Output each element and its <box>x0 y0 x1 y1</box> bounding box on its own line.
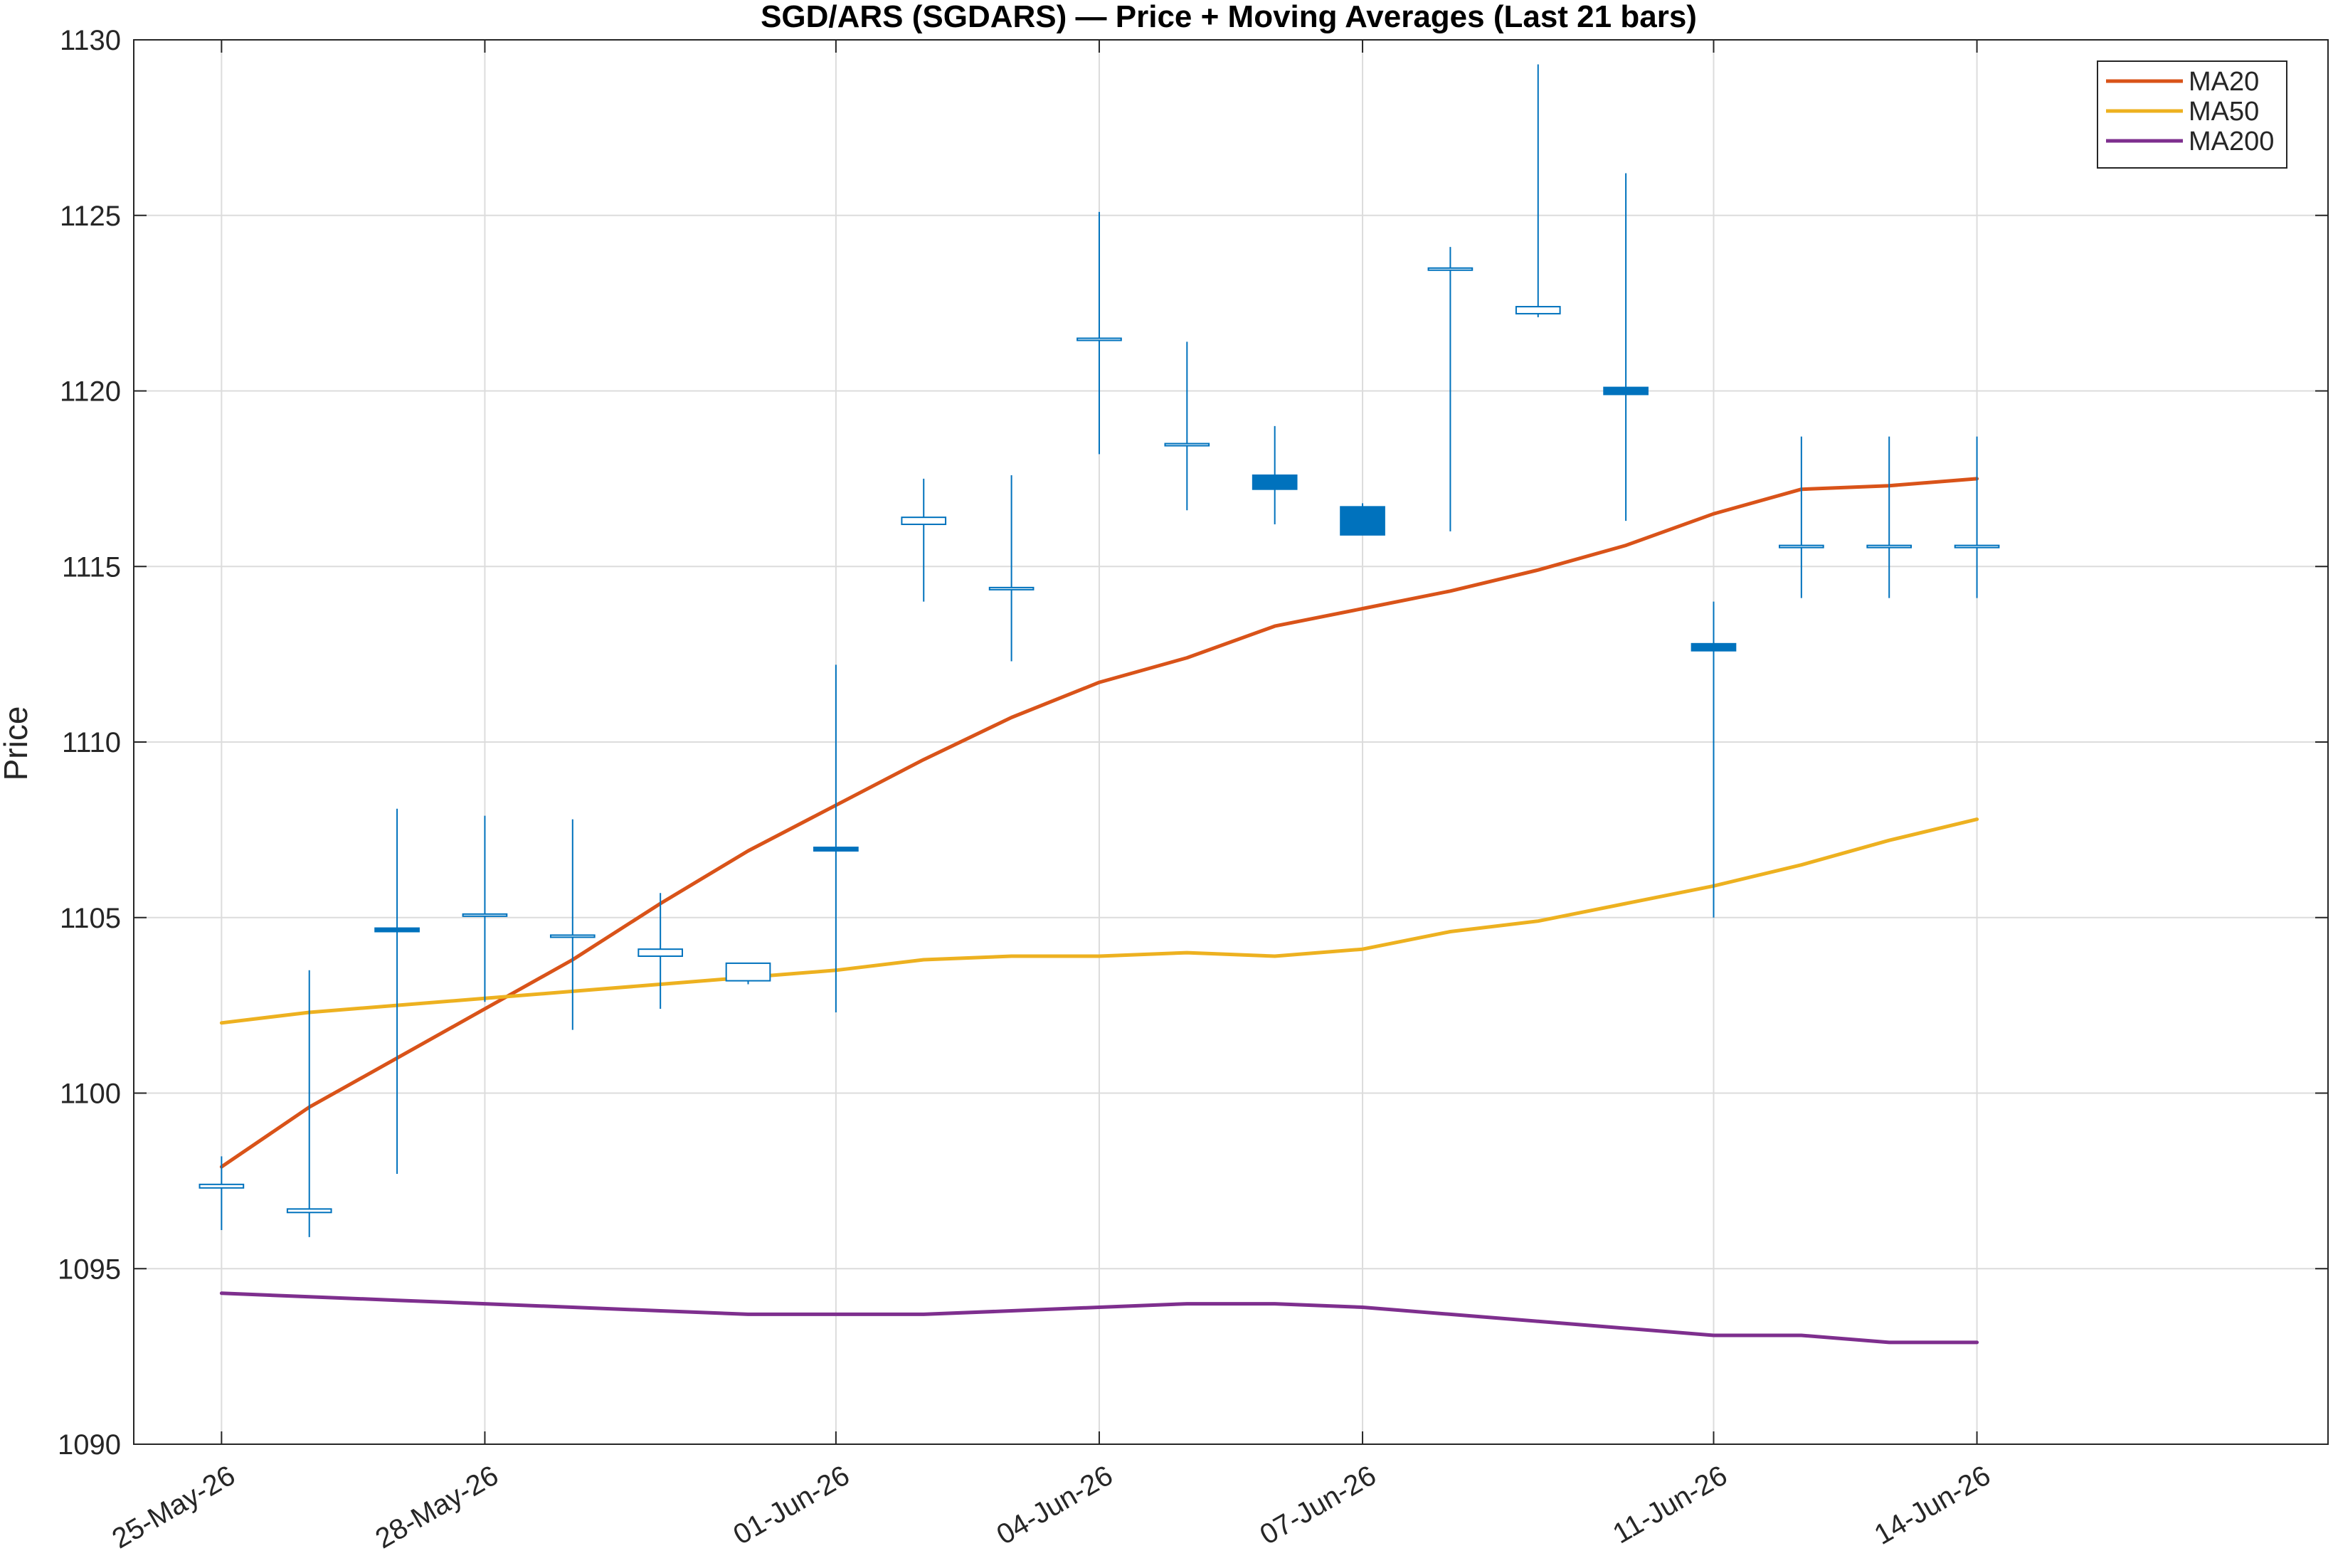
y-tick-label: 1110 <box>62 727 121 758</box>
candle <box>462 815 508 1002</box>
candle-body <box>549 934 596 938</box>
candle-body <box>462 913 508 917</box>
candle <box>901 478 947 602</box>
candles <box>199 64 2000 1237</box>
candle <box>1076 211 1122 455</box>
candle-body <box>1340 506 1385 536</box>
moving-average-lines <box>219 477 1979 1345</box>
candle <box>1427 247 1474 531</box>
candle <box>725 962 771 985</box>
grid <box>134 39 2328 1445</box>
candle-body <box>1164 443 1210 447</box>
candle-body <box>901 517 947 526</box>
candle <box>1252 425 1298 525</box>
candle-body <box>374 927 420 933</box>
candle <box>1866 436 1913 598</box>
candle <box>988 475 1035 662</box>
legend-box <box>2097 60 2287 169</box>
y-tick-label: 1090 <box>58 1429 121 1461</box>
candle <box>286 970 332 1237</box>
candle <box>1691 601 1737 918</box>
candle <box>1954 436 2000 598</box>
y-axis-label: Price <box>0 706 34 781</box>
candle-body <box>1603 386 1649 396</box>
candle-body <box>638 948 684 958</box>
y-tick-label: 1120 <box>60 376 121 408</box>
candle <box>1515 64 1561 317</box>
series-line-ma20 <box>219 477 1979 1169</box>
candle-body <box>813 847 859 852</box>
y-axis-ticks: 1090 1095 1100 1105 1110 1115 1120 1125 1130 <box>58 25 2328 1461</box>
y-tick-label: 1105 <box>60 903 121 934</box>
candle-body <box>1076 337 1122 341</box>
candle-body <box>1691 642 1737 652</box>
candle <box>1340 503 1385 536</box>
candle-body <box>1779 544 1824 549</box>
y-tick-label: 1115 <box>62 551 121 583</box>
candle <box>1779 436 1824 598</box>
series-line-ma50 <box>219 817 1979 1025</box>
candle-body <box>286 1208 332 1214</box>
candle-body <box>1866 544 1913 549</box>
candle-body <box>1252 474 1298 490</box>
candle <box>1603 173 1649 521</box>
candle <box>199 1156 245 1230</box>
candle-body <box>988 586 1035 590</box>
legend-label: MA50 <box>2189 97 2259 127</box>
y-tick-label: 1125 <box>60 201 121 232</box>
candle-body <box>1515 306 1561 314</box>
candle-body <box>1954 544 2000 549</box>
chart-title: SGD/ARS (SGDARS) — Price + Moving Averag… <box>761 0 1697 34</box>
candle <box>1164 341 1210 511</box>
candle <box>638 893 684 1010</box>
candle <box>813 664 859 1012</box>
legend-label: MA200 <box>2189 127 2274 157</box>
y-tick-label: 1095 <box>58 1254 121 1285</box>
candle <box>374 808 420 1175</box>
y-tick-label: 1130 <box>60 25 121 56</box>
legend-label: MA20 <box>2189 67 2259 97</box>
candle <box>549 819 596 1030</box>
series-line-ma200 <box>219 1291 1979 1345</box>
candle-body <box>725 962 771 982</box>
y-tick-label: 1100 <box>60 1079 121 1110</box>
candle-body <box>199 1183 245 1189</box>
candle-body <box>1427 267 1474 271</box>
